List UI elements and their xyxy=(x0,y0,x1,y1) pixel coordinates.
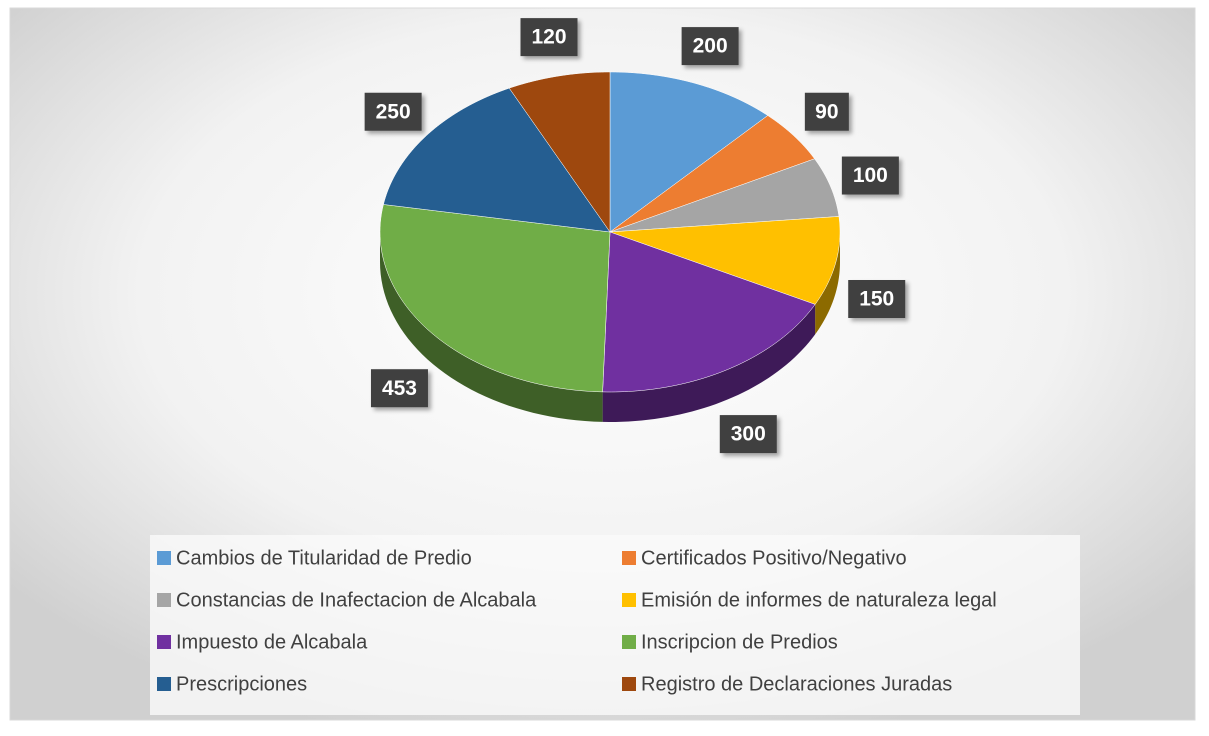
legend-label: Certificados Positivo/Negativo xyxy=(641,547,907,569)
data-label: 90 xyxy=(804,92,849,131)
slice-side xyxy=(380,232,603,422)
data-label: 200 xyxy=(681,27,739,66)
slice xyxy=(609,71,769,233)
data-label-box xyxy=(841,156,899,195)
data-label: 300 xyxy=(719,415,777,454)
legend-label: Constancias de Inafectacion de Alcabala xyxy=(176,589,537,611)
data-label-box xyxy=(364,92,422,131)
data-label-text: 120 xyxy=(531,26,566,49)
data-label-text: 100 xyxy=(853,164,888,187)
legend-label: Cambios de Titularidad de Predio xyxy=(176,547,472,569)
legend-swatch xyxy=(622,677,636,691)
slice-side xyxy=(602,304,816,422)
data-label-text: 453 xyxy=(382,377,417,400)
slice xyxy=(609,115,815,233)
legend-label: Registro de Declaraciones Juradas xyxy=(641,673,952,695)
data-label: 453 xyxy=(370,369,428,408)
legend-label: Impuesto de Alcabala xyxy=(176,631,368,653)
slice xyxy=(379,204,611,393)
data-label: 250 xyxy=(364,92,422,131)
legend-label: Emisión de informes de naturaleza legal xyxy=(641,589,997,611)
legend-swatch xyxy=(157,551,171,565)
legend-label: Inscripcion de Predios xyxy=(641,631,838,653)
slice xyxy=(609,158,840,233)
data-label-text: 300 xyxy=(731,423,766,446)
data-label-box xyxy=(520,18,578,57)
slice xyxy=(508,71,611,233)
data-label-box xyxy=(804,92,849,131)
data-label-text: 150 xyxy=(859,288,894,311)
data-label-text: 200 xyxy=(693,35,728,58)
data-label: 150 xyxy=(848,280,906,319)
legend-swatch xyxy=(157,677,171,691)
data-label-box xyxy=(681,27,739,66)
data-label: 100 xyxy=(841,156,899,195)
slice xyxy=(602,231,816,393)
legend-swatch xyxy=(622,635,636,649)
data-label-box xyxy=(848,280,906,319)
data-label-box xyxy=(370,369,428,408)
data-label-text: 250 xyxy=(376,100,411,123)
legend-swatch xyxy=(622,551,636,565)
legend-swatch xyxy=(157,635,171,649)
data-label-box xyxy=(719,415,777,454)
legend-area xyxy=(150,535,1080,715)
data-label: 120 xyxy=(520,18,578,57)
legend-swatch xyxy=(157,593,171,607)
legend-swatch xyxy=(622,593,636,607)
slice xyxy=(383,87,611,233)
slice xyxy=(609,216,841,305)
slice-side xyxy=(815,232,840,335)
legend-label: Prescripciones xyxy=(176,673,307,695)
data-label-text: 90 xyxy=(815,100,838,123)
